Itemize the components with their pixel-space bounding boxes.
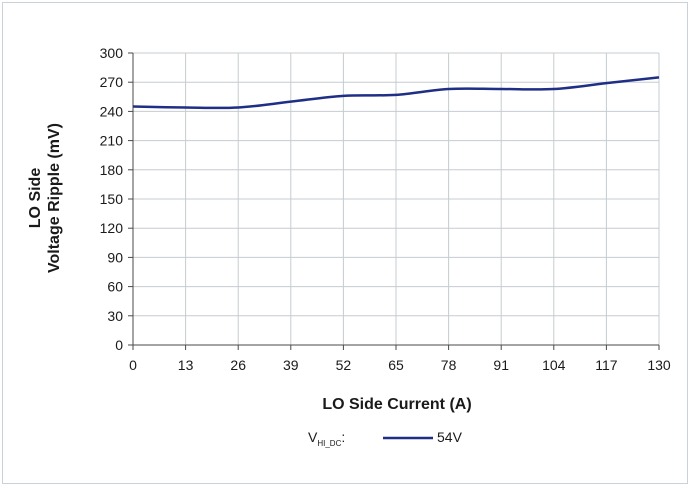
x-tick-label-10: 130 [647,357,671,373]
tick-labels: 0 30 60 90 120 150 180 210 240 270 300 0 13 26 39 52 65 7… [100,45,671,373]
y-tick-label-7: 210 [100,133,124,149]
y-tick-label-9: 270 [100,74,124,90]
y-axis-title: LO Side Voltage Ripple (mV) [27,123,63,273]
legend-label: VHI_DC: [308,429,345,448]
y-tick-label-8: 240 [100,103,124,119]
y-tick-label-5: 150 [100,191,124,207]
chart-frame: 0 30 60 90 120 150 180 210 240 270 300 0 13 26 39 52 65 7… [2,2,688,484]
series-line-0 [132,76,660,110]
legend-label-suffix: : [341,429,345,445]
y-tick-label-10: 300 [100,45,124,61]
y-axis-title-line-2: Voltage Ripple (mV) [46,123,63,273]
legend-label-main: V [308,429,318,445]
x-tick-label-1: 13 [178,357,194,373]
x-tick-label-8: 104 [542,357,566,373]
legend-series-name: 54V [437,429,463,445]
series-layer [132,76,660,110]
y-tick-label-4: 120 [100,220,124,236]
x-tick-label-5: 65 [388,357,404,373]
axis-layer [128,52,660,350]
legend: VHI_DC: 54V [308,429,463,448]
y-tick-label-3: 90 [107,249,123,265]
y-tick-label-1: 30 [107,308,123,324]
x-tick-label-0: 0 [129,357,137,373]
x-tick-label-7: 91 [493,357,509,373]
x-tick-label-6: 78 [441,357,457,373]
x-tick-label-4: 52 [336,357,352,373]
y-tick-label-2: 60 [107,279,123,295]
y-tick-label-0: 0 [115,337,123,353]
legend-label-subscript: HI_DC [317,439,341,448]
x-axis-title: LO Side Current (A) [322,396,471,413]
line-chart: 0 30 60 90 120 150 180 210 240 270 300 0 13 26 39 52 65 7… [27,45,671,448]
y-tick-label-6: 180 [100,162,124,178]
grid-layer [133,52,660,345]
x-tick-label-2: 26 [230,357,246,373]
x-tick-label-9: 117 [595,357,618,373]
y-axis-title-line-1: LO Side [27,168,44,229]
x-tick-label-3: 39 [283,357,299,373]
